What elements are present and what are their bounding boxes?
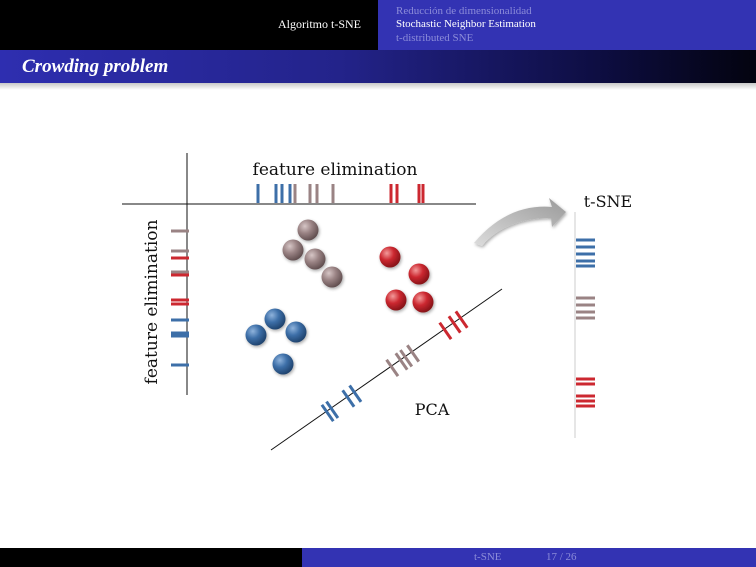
red-sphere	[408, 263, 430, 285]
brown-sphere	[304, 248, 326, 270]
frame-title: Crowding problem	[22, 56, 169, 77]
pca-tick	[454, 310, 469, 329]
footline-short-title: t-SNE	[474, 551, 502, 563]
top-axis-label: feature elimination	[253, 160, 418, 180]
brown-sphere	[297, 219, 319, 241]
red-sphere	[412, 291, 434, 313]
pca-tick	[320, 403, 335, 423]
headline-subsection-bar: Reducción de dimensionalidad Stochastic …	[378, 0, 756, 50]
pca-tick	[447, 315, 462, 334]
section-link[interactable]: Algoritmo t-SNE	[278, 17, 361, 31]
pca-tick	[341, 389, 356, 408]
pca-tick	[348, 384, 363, 403]
red-sphere	[379, 246, 401, 268]
page-number: 17 / 26	[546, 551, 577, 563]
headline: Algoritmo t-SNE Reducción de dimensional…	[0, 0, 756, 50]
pca-tick	[385, 358, 400, 377]
footline-left	[0, 548, 302, 567]
pca-axis	[270, 288, 503, 451]
subsection-link-reduccion[interactable]: Reducción de dimensionalidad	[396, 5, 532, 17]
pca-ticks	[320, 310, 469, 423]
top-axis-ticks	[256, 184, 425, 203]
subsection-link-tsne[interactable]: t-distributed SNE	[396, 32, 474, 44]
data-spheres	[245, 219, 434, 375]
brown-sphere	[321, 266, 343, 288]
mapping-arrow-icon	[474, 198, 566, 246]
left-axis-label: feature elimination	[142, 220, 162, 385]
blue-sphere	[272, 353, 294, 375]
red-sphere	[385, 289, 407, 311]
brown-sphere	[282, 239, 304, 261]
pca-tick	[399, 349, 414, 368]
headline-section-bar: Algoritmo t-SNE	[0, 0, 378, 50]
footline-right: t-SNE 17 / 26	[302, 548, 756, 567]
blue-sphere	[285, 321, 307, 343]
pca-tick	[438, 321, 453, 340]
left-axis-ticks	[171, 229, 189, 367]
subsection-link-sne[interactable]: Stochastic Neighbor Estimation	[396, 18, 536, 30]
footline: t-SNE 17 / 26	[0, 548, 756, 567]
pca-label: PCA	[415, 400, 450, 419]
frame-title-bar: Crowding problem	[0, 50, 756, 83]
tsne-label: t-SNE	[584, 192, 632, 211]
pca-tick	[406, 344, 421, 363]
blue-sphere	[264, 308, 286, 330]
pca-tick	[394, 352, 409, 371]
pca-tick	[325, 400, 340, 419]
blue-sphere	[245, 324, 267, 346]
tsne-ticks	[576, 238, 595, 408]
frame-title-shadow	[0, 83, 756, 90]
